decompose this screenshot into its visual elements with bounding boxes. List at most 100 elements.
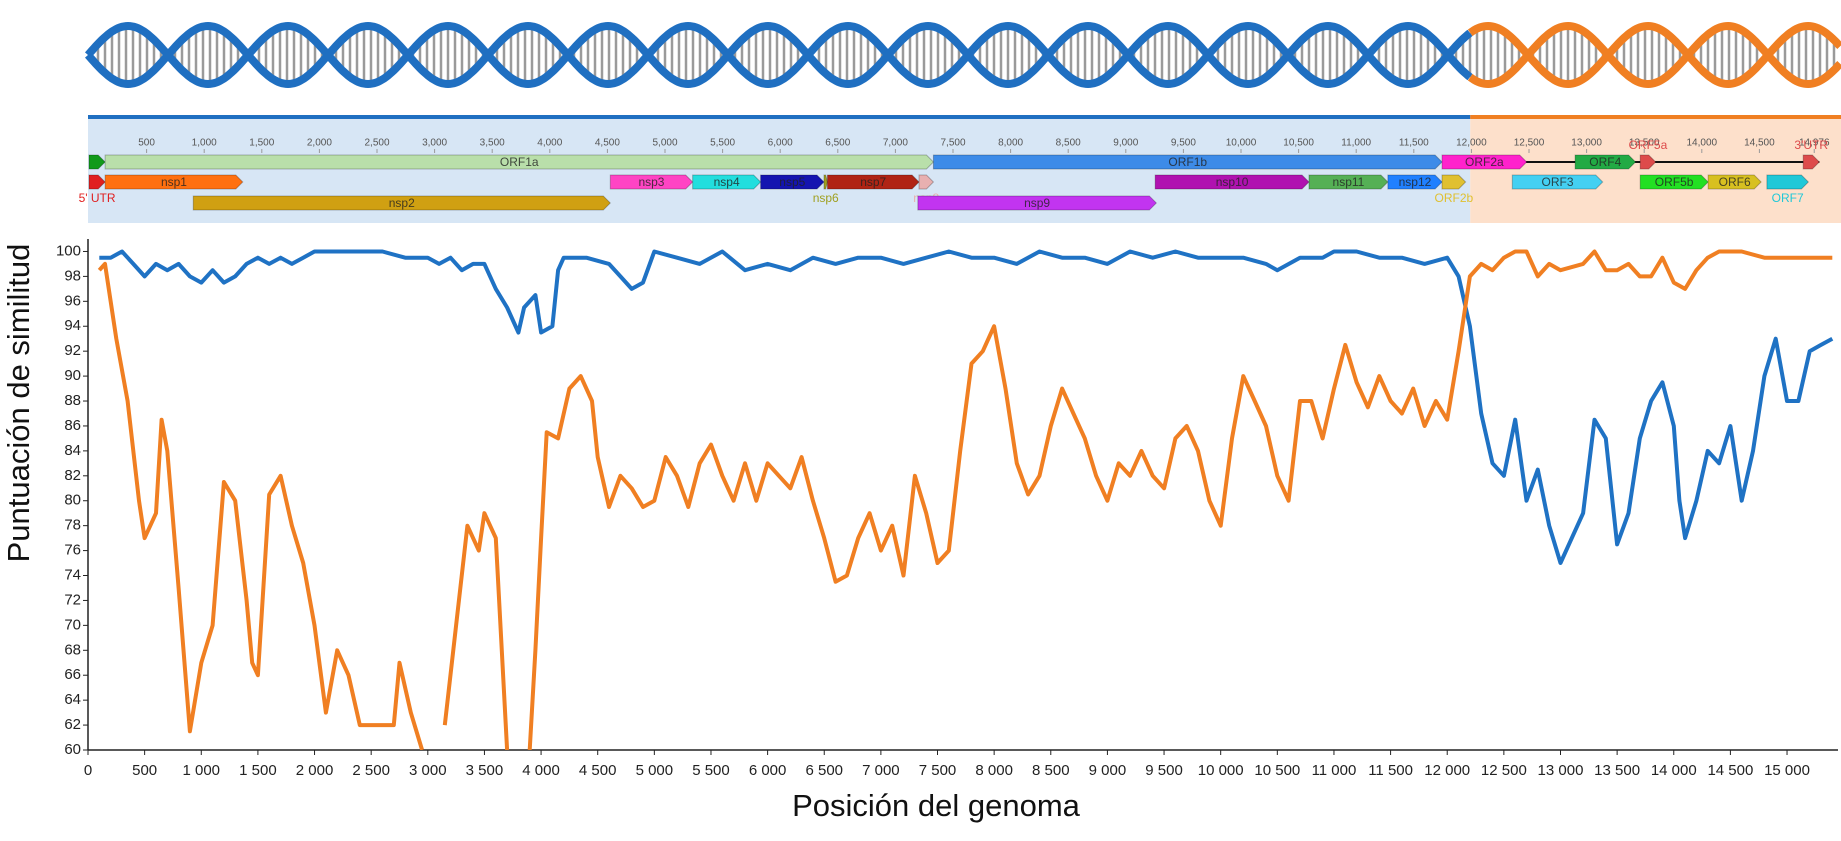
feature-label: ORF7	[1772, 191, 1804, 205]
x-tick-label: 9 000	[1089, 762, 1127, 779]
y-tick-label: 60	[64, 741, 81, 758]
region-bg	[1470, 117, 1841, 223]
ruler-label: 11,500	[1399, 138, 1429, 149]
ruler-label: 10,000	[1226, 138, 1257, 149]
feature	[1707, 174, 1762, 190]
x-tick-label: 9 500	[1145, 762, 1183, 779]
feature	[1441, 174, 1467, 190]
x-tick-label: 3 500	[466, 762, 504, 779]
feature-label: ORF5b	[1655, 175, 1694, 189]
ruler-label: 500	[138, 138, 155, 149]
feature	[918, 174, 935, 190]
feature	[1441, 154, 1528, 170]
ruler-label: 14,500	[1744, 138, 1775, 149]
y-tick-label: 80	[64, 492, 81, 509]
ruler-label: 5,500	[710, 138, 735, 149]
ruler-label: 1,000	[192, 138, 217, 149]
feature-label: nsp11	[1333, 175, 1365, 189]
x-tick-label: 2 000	[296, 762, 334, 779]
ruler-label: 3,000	[422, 138, 447, 149]
ruler-label: 8,500	[1056, 138, 1081, 149]
feature	[917, 195, 1158, 211]
y-tick-label: 82	[64, 467, 81, 484]
x-tick-label: 13 500	[1594, 762, 1640, 779]
helix-strand	[84, 21, 1473, 89]
x-tick-label: 500	[132, 762, 157, 779]
feature-label: nsp10	[1216, 175, 1249, 189]
x-tick-label: 0	[84, 762, 92, 779]
feature-label: ORF4	[1589, 155, 1621, 169]
y-tick-label: 76	[64, 542, 81, 559]
feature	[104, 154, 935, 170]
y-tick-label: 64	[64, 691, 81, 708]
ruler-label: 6,500	[825, 138, 850, 149]
y-axis-label: Puntuación de similitud	[1, 244, 36, 563]
feature-label: nsp2	[389, 196, 415, 210]
region-bar	[88, 115, 1471, 119]
feature	[1639, 174, 1709, 190]
y-tick-label: 98	[64, 267, 81, 284]
feature	[932, 154, 1443, 170]
y-tick-label: 66	[64, 666, 81, 683]
helix-strand	[1467, 21, 1841, 89]
ruler-label: 7,000	[883, 138, 908, 149]
y-tick-label: 78	[64, 517, 81, 534]
x-tick-label: 5 000	[636, 762, 674, 779]
feature	[104, 174, 244, 190]
ruler-label: 4,500	[595, 138, 620, 149]
x-tick-label: 10 500	[1254, 762, 1300, 779]
x-tick-label: 4 500	[579, 762, 617, 779]
feature	[692, 174, 762, 190]
ruler-label: 2,500	[364, 138, 389, 149]
x-tick-label: 8 500	[1032, 762, 1070, 779]
ruler-label: 12,000	[1456, 138, 1487, 149]
x-tick-label: 12 000	[1424, 762, 1470, 779]
feature	[1802, 154, 1821, 170]
region-bar	[1470, 115, 1841, 119]
ruler-label: 8,000	[998, 138, 1023, 149]
feature	[826, 174, 920, 190]
x-tick-label: 4 000	[522, 762, 560, 779]
feature-label: ORF2b	[1434, 191, 1473, 205]
ruler-label: 3,500	[480, 138, 505, 149]
feature	[609, 174, 694, 190]
ruler-label: 9,500	[1171, 138, 1196, 149]
helix-strand	[84, 21, 1473, 89]
feature-label: ORF1b	[1168, 155, 1207, 169]
x-tick-label: 7 000	[862, 762, 900, 779]
feature-label: nsp1	[161, 175, 187, 189]
x-tick-label: 13 000	[1538, 762, 1584, 779]
y-tick-label: 70	[64, 616, 81, 633]
x-tick-label: 1 000	[182, 762, 220, 779]
x-tick-label: 6 500	[805, 762, 843, 779]
feature-label: nsp6	[813, 191, 839, 205]
x-tick-label: 12 500	[1481, 762, 1527, 779]
ruler-label: 5,000	[652, 138, 677, 149]
y-tick-label: 96	[64, 292, 81, 309]
feature	[1511, 174, 1604, 190]
ruler-label: 13,500	[1629, 138, 1660, 149]
y-tick-label: 86	[64, 417, 81, 434]
ruler-label: 9,000	[1113, 138, 1138, 149]
x-tick-label: 14 000	[1651, 762, 1697, 779]
feature	[1308, 174, 1389, 190]
x-tick-label: 7 500	[919, 762, 957, 779]
ruler-label: 14,976	[1799, 138, 1830, 149]
x-tick-label: 10 000	[1198, 762, 1244, 779]
ruler-label: 14,000	[1687, 138, 1718, 149]
feature-label: nsp7	[860, 175, 886, 189]
feature	[1154, 174, 1310, 190]
y-tick-label: 72	[64, 591, 81, 608]
feature-label: nsp9	[1024, 196, 1050, 210]
feature	[88, 154, 106, 170]
feature-label: nsp12	[1399, 175, 1432, 189]
feature-label: 5' UTR	[79, 191, 116, 205]
genome-map: 500 1,000 1,500 2,000 2,500 3,000 3,500 4,000 4,…	[79, 115, 1841, 223]
feature-label: ORF1a	[500, 155, 539, 169]
y-tick-label: 94	[64, 317, 81, 334]
ruler-label: 4,000	[537, 138, 562, 149]
x-tick-label: 15 000	[1764, 762, 1810, 779]
ruler-label: 2,000	[307, 138, 332, 149]
feature	[88, 174, 106, 190]
